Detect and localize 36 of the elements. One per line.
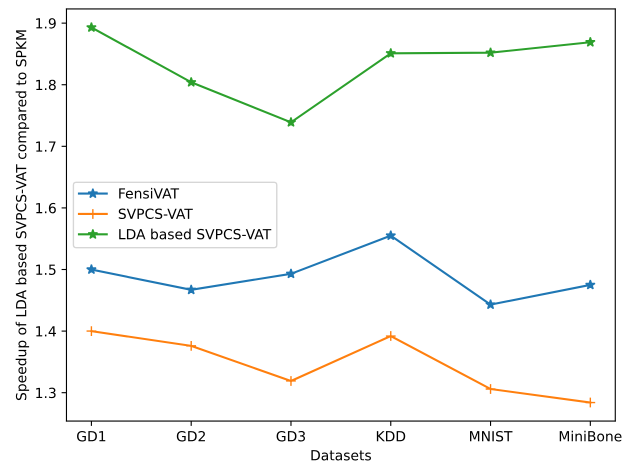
point <box>484 383 496 395</box>
point <box>485 47 496 58</box>
legend-label: FensiVAT <box>119 188 180 199</box>
y-tick-label: 1.5 <box>36 264 56 275</box>
point <box>385 230 396 240</box>
point <box>585 36 596 47</box>
legend-label: SVPCS-VAT <box>118 208 193 220</box>
x-tick-label: GD3 <box>276 430 306 442</box>
point <box>285 375 297 387</box>
point <box>86 22 97 32</box>
point <box>86 326 97 337</box>
point <box>286 116 296 127</box>
point <box>385 330 396 342</box>
y-axis-title: Speedup of LDA based SVPCS-VAT compared to SPKM <box>16 30 30 400</box>
y-tick-label: 1.7 <box>36 141 56 152</box>
y-tick-label: 1.4 <box>36 326 56 336</box>
y-tick-label: 1.9 <box>36 18 56 29</box>
point <box>485 299 496 310</box>
x-tick-label: MNIST <box>470 430 512 442</box>
point <box>186 76 197 87</box>
point <box>584 396 596 408</box>
y-tick-label: 1.8 <box>36 80 56 90</box>
x-axis-title: Datasets <box>311 450 372 460</box>
legend-label: LDA based SVPCS-VAT <box>119 228 272 240</box>
y-tick-label: 1.6 <box>36 202 56 214</box>
point <box>286 268 296 278</box>
point <box>86 264 97 274</box>
x-tick-label: GD1 <box>77 430 106 442</box>
x-tick-label: MiniBone <box>560 430 622 442</box>
point <box>186 284 197 294</box>
x-tick-label: KDD <box>376 431 406 442</box>
point <box>186 340 197 352</box>
point <box>585 279 596 290</box>
x-tick-label: GD2 <box>176 430 205 442</box>
point <box>385 48 396 58</box>
y-tick-label: 1.3 <box>36 388 56 398</box>
